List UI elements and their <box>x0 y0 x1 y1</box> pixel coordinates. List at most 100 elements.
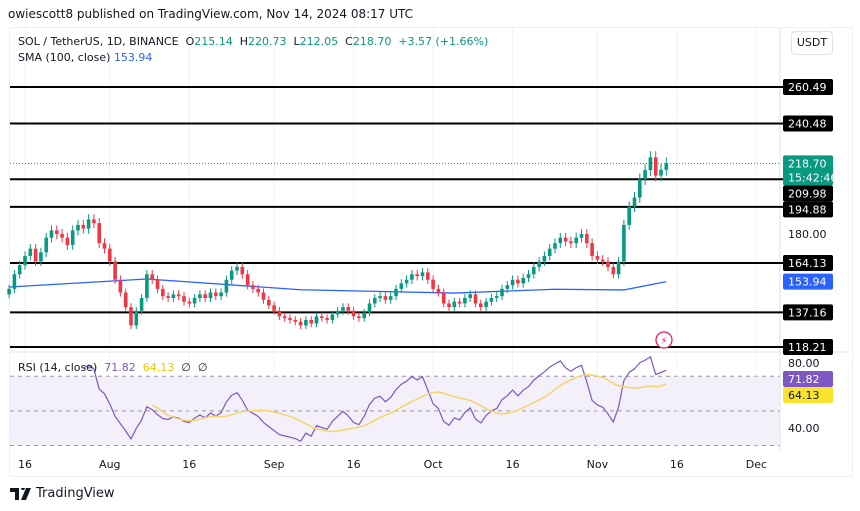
candle-body <box>526 274 531 278</box>
price-axis-label: 180.00 <box>788 228 827 241</box>
candle-body <box>394 288 398 297</box>
candle-body <box>574 237 578 244</box>
candle-body <box>203 294 207 299</box>
candle-body <box>102 243 107 249</box>
candle-body <box>325 318 329 320</box>
candle-body <box>92 219 96 224</box>
symbol-legend: SOL / TetherUS, 1D, BINANCE O215.14 H220… <box>18 34 488 66</box>
candle-body <box>500 288 504 297</box>
sma-label[interactable]: SMA (100, close) <box>18 51 111 64</box>
candle-body <box>44 237 48 253</box>
level-price-tag-bg <box>783 338 833 355</box>
rsi-legend: RSI (14, close) 71.82 64.13 ∅ ∅ <box>18 361 207 374</box>
low-value: 212.05 <box>299 35 339 48</box>
candle-body <box>150 274 154 280</box>
symbol-title[interactable]: SOL / TetherUS, 1D, BINANCE <box>18 35 179 48</box>
time-axis-label: Nov <box>587 458 609 471</box>
candle-body <box>441 292 446 304</box>
candle-body <box>330 314 335 320</box>
candle-body <box>251 285 255 289</box>
change-value: +3.57 (+1.66%) <box>398 35 489 48</box>
candle-body <box>309 319 313 324</box>
time-axis-label: 16 <box>18 458 32 471</box>
candle-body <box>627 206 631 225</box>
candle-body <box>81 224 86 229</box>
time-axis-label: Aug <box>99 458 120 471</box>
rsi-label[interactable]: RSI (14, close) <box>18 361 98 374</box>
news-event-icon[interactable] <box>655 331 673 349</box>
high-label: H <box>239 35 249 48</box>
candle-body <box>653 157 658 176</box>
candle-body <box>521 277 525 284</box>
candle-body <box>537 261 541 267</box>
candle-body <box>60 234 64 238</box>
candle-body <box>404 279 409 284</box>
time-axis-label: 16 <box>182 458 196 471</box>
candle-body <box>638 179 642 198</box>
candle-body <box>214 292 218 297</box>
candle-body <box>447 303 451 308</box>
candle-body <box>600 259 605 262</box>
level-price-tag: 209.98 <box>788 187 827 200</box>
sma-price-tag: 153.94 <box>788 276 827 289</box>
candle-body <box>616 261 621 275</box>
candle-body <box>219 292 223 297</box>
candle-body <box>489 298 494 302</box>
level-price-tag-bg <box>783 115 833 132</box>
level-price-tag: 164.13 <box>788 257 827 270</box>
candle-body <box>123 292 128 308</box>
candle-body <box>7 288 11 295</box>
candle-body <box>505 285 510 289</box>
candle-body <box>357 316 361 319</box>
candle-body <box>161 288 165 297</box>
candle-body <box>659 169 663 176</box>
candle-body <box>367 303 372 313</box>
candle-body <box>97 223 101 244</box>
currency-button[interactable]: USDT <box>791 31 833 55</box>
candle-body <box>510 279 515 286</box>
candle-body <box>70 230 75 246</box>
time-axis-label: 16 <box>347 458 361 471</box>
candle-body <box>362 312 366 319</box>
level-price-tag: 194.88 <box>788 203 827 216</box>
candle-body <box>426 272 430 280</box>
candle-body <box>28 248 33 256</box>
level-price-tag-bg <box>783 255 833 272</box>
sma-line <box>9 278 667 294</box>
time-axis-label: Oct <box>424 458 444 471</box>
candle-body <box>516 279 520 284</box>
candle-body <box>410 274 414 280</box>
candle-body <box>208 292 213 299</box>
candle-body <box>277 310 282 317</box>
candle-body <box>33 248 38 262</box>
tradingview-logo[interactable]: TradingView <box>10 486 115 501</box>
candle-body <box>171 294 176 299</box>
candle-body <box>373 298 377 304</box>
candle-body <box>431 279 435 289</box>
candle-body <box>155 279 160 289</box>
tradingview-logo-icon <box>10 487 31 500</box>
candle-body <box>288 318 292 320</box>
candle-body <box>187 301 192 304</box>
candle-body <box>494 296 499 299</box>
open-label: O <box>185 35 195 48</box>
candle-body <box>595 255 600 260</box>
candle-body <box>611 266 616 275</box>
level-price-tag: 137.16 <box>788 306 827 319</box>
low-label: L <box>293 35 300 48</box>
candle-body <box>118 279 123 293</box>
candle-body <box>235 266 239 271</box>
candle-body <box>139 298 144 311</box>
level-price-tag-bg <box>783 304 833 321</box>
level-price-tag: 260.49 <box>788 81 827 94</box>
chart-frame <box>9 27 853 477</box>
candle-body <box>547 248 552 256</box>
publish-info: owiescott8 published on TradingView.com,… <box>8 7 414 21</box>
candle-body <box>532 266 536 275</box>
time-axis-label: 16 <box>506 458 520 471</box>
candle-body <box>346 307 351 311</box>
rsi-ma-value: 64.13 <box>142 361 175 374</box>
candle-body <box>145 274 149 299</box>
last-price-tag-countdown: 15:42:46 <box>788 171 837 184</box>
